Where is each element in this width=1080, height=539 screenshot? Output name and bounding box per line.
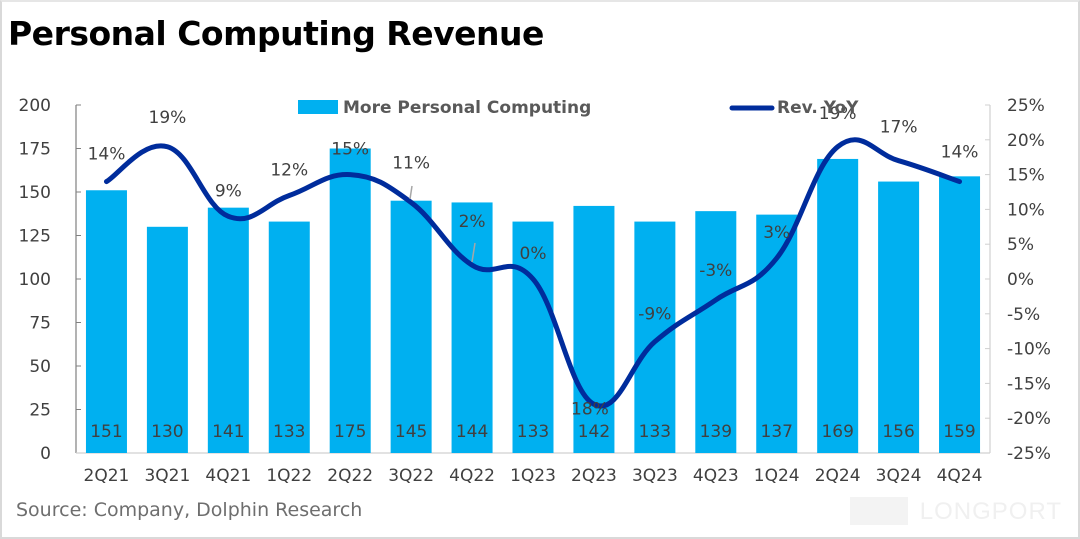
x-axis-category-label: 4Q21 xyxy=(205,466,251,486)
x-axis-category-label: 1Q23 xyxy=(510,466,556,486)
bar-value-label: 145 xyxy=(395,422,427,442)
yoy-data-label: 11% xyxy=(392,153,430,173)
bar-value-label: 137 xyxy=(761,422,793,442)
bar xyxy=(85,190,127,453)
bar-value-label: 133 xyxy=(273,422,305,442)
yoy-data-label: 14% xyxy=(88,145,126,165)
x-axis-category-label: 2Q24 xyxy=(815,466,861,486)
yoy-data-label: 0% xyxy=(520,244,547,264)
right-axis-tick-label: -5% xyxy=(1007,305,1040,325)
yoy-data-label: 15% xyxy=(331,140,369,160)
x-axis-category-label: 1Q24 xyxy=(754,466,800,486)
x-axis-category-label: 2Q23 xyxy=(571,466,617,486)
chart-title: Personal Computing Revenue xyxy=(8,14,544,53)
right-axis-tick-label: -25% xyxy=(1007,444,1051,464)
left-axis-tick-label: 75 xyxy=(29,314,51,334)
left-axis-tick-label: 0 xyxy=(40,444,51,464)
bar-value-label: 175 xyxy=(334,422,366,442)
legend-label-line: Rev. YoY xyxy=(777,98,859,118)
bar xyxy=(268,221,310,453)
bar-value-label: 141 xyxy=(212,422,244,442)
x-axis-category-label: 3Q24 xyxy=(876,466,922,486)
yoy-data-label: 17% xyxy=(880,118,918,138)
yoy-data-label: -9% xyxy=(638,305,671,325)
bar-value-label: 133 xyxy=(639,422,671,442)
legend-swatch-bar xyxy=(298,100,338,114)
right-axis-tick-label: -10% xyxy=(1007,340,1051,360)
bar xyxy=(207,207,249,453)
bar-value-label: 156 xyxy=(882,422,914,442)
right-axis-tick-label: 20% xyxy=(1007,131,1045,151)
left-axis-tick-label: 150 xyxy=(19,183,51,203)
yoy-data-label: 14% xyxy=(941,143,979,163)
yoy-data-label: 3% xyxy=(763,223,790,243)
yoy-data-label: 19% xyxy=(819,104,857,124)
right-axis-tick-label: 25% xyxy=(1007,96,1045,116)
x-axis-category-label: 4Q24 xyxy=(937,466,983,486)
bar xyxy=(146,226,188,453)
yoy-data-label: 18% xyxy=(571,399,609,419)
bar-value-label: 169 xyxy=(821,422,853,442)
right-axis-tick-label: 5% xyxy=(1007,235,1034,255)
right-axis-tick-label: 15% xyxy=(1007,166,1045,186)
left-axis-tick-label: 25 xyxy=(29,401,51,421)
bar-value-label: 139 xyxy=(700,422,732,442)
bar-value-label: 159 xyxy=(943,422,975,442)
yoy-data-label: -3% xyxy=(699,261,732,281)
bar xyxy=(573,205,615,453)
right-axis-tick-label: 10% xyxy=(1007,200,1045,220)
right-axis-tick-label: -20% xyxy=(1007,409,1051,429)
x-axis-category-label: 3Q21 xyxy=(144,466,190,486)
bar-value-label: 142 xyxy=(578,422,610,442)
left-axis-tick-label: 50 xyxy=(29,357,51,377)
right-axis-tick-label: 0% xyxy=(1007,270,1034,290)
yoy-data-label: 12% xyxy=(270,160,308,180)
bar xyxy=(695,211,737,453)
bar-value-label: 151 xyxy=(90,422,122,442)
left-axis-tick-label: 175 xyxy=(19,140,51,160)
right-axis-tick-label: -15% xyxy=(1007,374,1051,394)
bar xyxy=(756,214,798,453)
watermark: LONGPORT xyxy=(919,498,1062,525)
legend-label-bar: More Personal Computing xyxy=(343,98,591,118)
yoy-leader-line xyxy=(471,242,476,263)
yoy-data-label: 9% xyxy=(215,181,242,201)
left-axis-tick-label: 125 xyxy=(19,227,51,247)
bar xyxy=(451,202,493,453)
bar xyxy=(512,221,554,453)
left-axis-tick-label: 200 xyxy=(19,96,51,116)
yoy-leader-line xyxy=(409,185,413,200)
bar xyxy=(329,148,371,453)
bar-value-label: 130 xyxy=(151,422,183,442)
bar xyxy=(878,181,920,453)
bar xyxy=(634,221,676,453)
bar-value-label: 133 xyxy=(517,422,549,442)
bar xyxy=(390,200,432,453)
x-axis-category-label: 2Q21 xyxy=(84,466,130,486)
x-axis-category-label: 4Q22 xyxy=(449,466,495,486)
x-axis-category-label: 2Q22 xyxy=(327,466,373,486)
source-note: Source: Company, Dolphin Research xyxy=(16,499,363,521)
yoy-line xyxy=(103,137,963,409)
x-axis-category-label: 3Q23 xyxy=(632,466,678,486)
yoy-data-label: 19% xyxy=(149,108,187,128)
longport-logo-icon xyxy=(850,497,908,525)
bar xyxy=(817,158,859,453)
left-axis-tick-label: 100 xyxy=(19,270,51,290)
x-axis-category-label: 4Q23 xyxy=(693,466,739,486)
x-axis-category-label: 1Q22 xyxy=(266,466,312,486)
bar-value-label: 144 xyxy=(456,422,488,442)
bar xyxy=(939,176,981,453)
x-axis-category-label: 3Q22 xyxy=(388,466,434,486)
yoy-data-label: 2% xyxy=(459,212,486,232)
